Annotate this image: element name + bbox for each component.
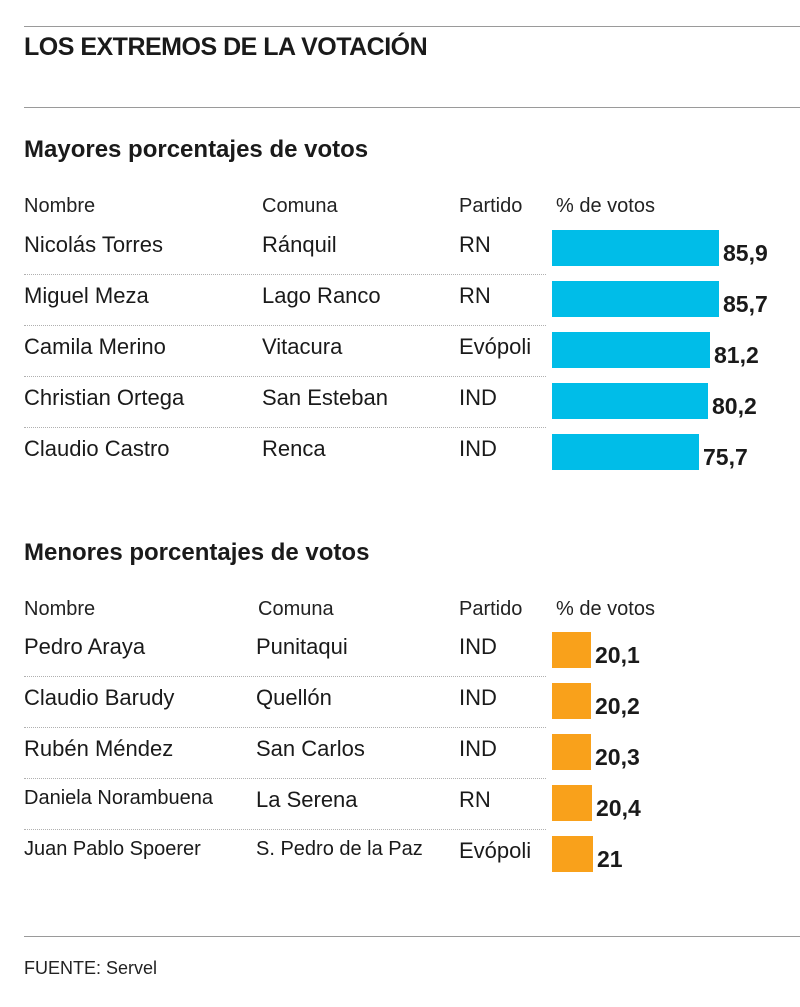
row-commune: Punitaqui [256, 634, 348, 659]
row-commune: Quellón [256, 685, 332, 710]
row-commune: San Carlos [256, 736, 365, 761]
header-name: Nombre [24, 195, 96, 217]
top-rule [24, 26, 800, 27]
row-name: Pedro Araya [24, 634, 146, 659]
row-party: RN [459, 232, 491, 257]
row-name: Daniela Norambuena [24, 787, 214, 809]
row-divider [24, 325, 546, 326]
value-label: 85,9 [723, 240, 768, 266]
value-label: 85,7 [723, 291, 768, 317]
header-votes: % de votos [556, 598, 655, 620]
value-label: 20,3 [595, 744, 640, 770]
row-party: IND [459, 736, 497, 761]
bar [552, 836, 593, 872]
row-name: Miguel Meza [24, 283, 149, 308]
row-name: Claudio Castro [24, 436, 170, 461]
row-name: Juan Pablo Spoerer [24, 838, 201, 860]
bar [552, 632, 591, 668]
header-name: Nombre [24, 598, 96, 620]
row-name: Claudio Barudy [24, 685, 175, 710]
bar [552, 734, 591, 770]
title-rule [24, 107, 800, 108]
row-divider [24, 676, 546, 677]
row-divider [24, 829, 546, 830]
row-party: IND [459, 634, 497, 659]
row-commune: La Serena [256, 787, 358, 812]
row-name: Rubén Méndez [24, 736, 174, 761]
row-divider [24, 274, 546, 275]
header-party: Partido [459, 195, 523, 217]
row-divider [24, 427, 546, 428]
chart-title: LOS EXTREMOS DE LA VOTACIÓN [24, 33, 428, 61]
row-name: Christian Ortega [24, 385, 185, 410]
row-party: Evópoli [459, 334, 532, 359]
row-commune: Lago Ranco [262, 283, 381, 308]
row-party: IND [459, 685, 497, 710]
bar [552, 281, 719, 317]
bar [552, 785, 592, 821]
bar [552, 230, 719, 266]
bar [552, 332, 710, 368]
value-label: 81,2 [714, 342, 759, 368]
row-commune: Ránquil [262, 232, 337, 257]
row-commune: Renca [262, 436, 326, 461]
row-commune: Vitacura [262, 334, 343, 359]
row-party: RN [459, 283, 491, 308]
row-party: Evópoli [459, 838, 532, 863]
row-divider [24, 727, 546, 728]
row-divider [24, 376, 546, 377]
bottom-rule [24, 936, 800, 937]
source-note: FUENTE: Servel [24, 958, 158, 978]
bar [552, 383, 708, 419]
row-commune: San Esteban [262, 385, 388, 410]
bar [552, 683, 591, 719]
row-party: RN [459, 787, 491, 812]
header-commune: Comuna [258, 598, 334, 620]
row-party: IND [459, 436, 497, 461]
value-label: 20,1 [595, 642, 640, 668]
value-label: 20,4 [596, 795, 641, 821]
section-title: Menores porcentajes de votos [24, 539, 370, 566]
value-label: 21 [597, 846, 623, 872]
bar [552, 434, 699, 470]
header-commune: Comuna [262, 195, 338, 217]
row-divider [24, 778, 546, 779]
value-label: 75,7 [703, 444, 748, 470]
header-votes: % de votos [556, 195, 655, 217]
section-title: Mayores porcentajes de votos [24, 136, 369, 163]
value-label: 80,2 [712, 393, 757, 419]
row-commune: S. Pedro de la Paz [256, 838, 423, 860]
value-label: 20,2 [595, 693, 640, 719]
row-name: Camila Merino [24, 334, 166, 359]
row-name: Nicolás Torres [24, 232, 163, 257]
row-party: IND [459, 385, 497, 410]
header-party: Partido [459, 598, 523, 620]
